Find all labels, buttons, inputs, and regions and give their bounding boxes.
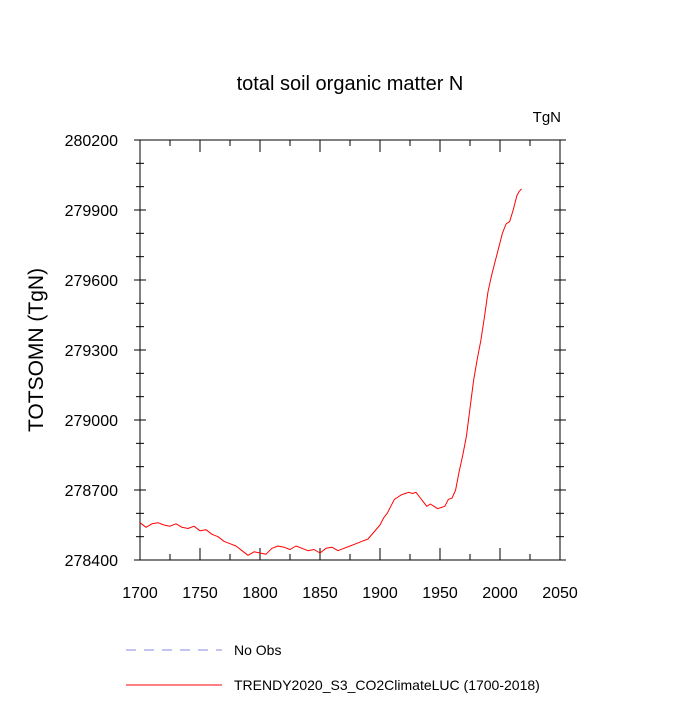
legend-label-trendy: TRENDY2020_S3_CO2ClimateLUC (1700-2018) bbox=[234, 677, 540, 693]
x-tick-label: 1900 bbox=[362, 585, 398, 602]
x-tick-label: 1950 bbox=[422, 585, 458, 602]
y-tick-label: 279600 bbox=[65, 273, 118, 290]
y-tick-label: 280200 bbox=[65, 133, 118, 150]
y-tick-label: 279900 bbox=[65, 203, 118, 220]
series-line bbox=[139, 188, 522, 556]
y-tick-label: 279000 bbox=[65, 413, 118, 430]
chart-title: total soil organic matter N bbox=[237, 73, 464, 95]
x-tick-label: 1800 bbox=[242, 585, 278, 602]
x-tick-label: 2050 bbox=[542, 585, 578, 602]
y-tick-label: 278400 bbox=[65, 553, 118, 570]
x-tick-label: 1700 bbox=[122, 585, 158, 602]
legend: No Obs TRENDY2020_S3_CO2ClimateLUC (1700… bbox=[126, 642, 540, 693]
plot-frame bbox=[139, 139, 561, 561]
x-tick-label: 1750 bbox=[182, 585, 218, 602]
legend-label-no-obs: No Obs bbox=[234, 642, 281, 658]
y-tick-label: 278700 bbox=[65, 483, 118, 500]
x-tick-label: 2000 bbox=[482, 585, 518, 602]
units-label: TgN bbox=[533, 109, 561, 126]
y-tick-label: 279300 bbox=[65, 343, 118, 360]
y-axis-label: TOTSOMN (TgN) bbox=[25, 268, 48, 432]
x-tick-label: 1850 bbox=[302, 585, 338, 602]
